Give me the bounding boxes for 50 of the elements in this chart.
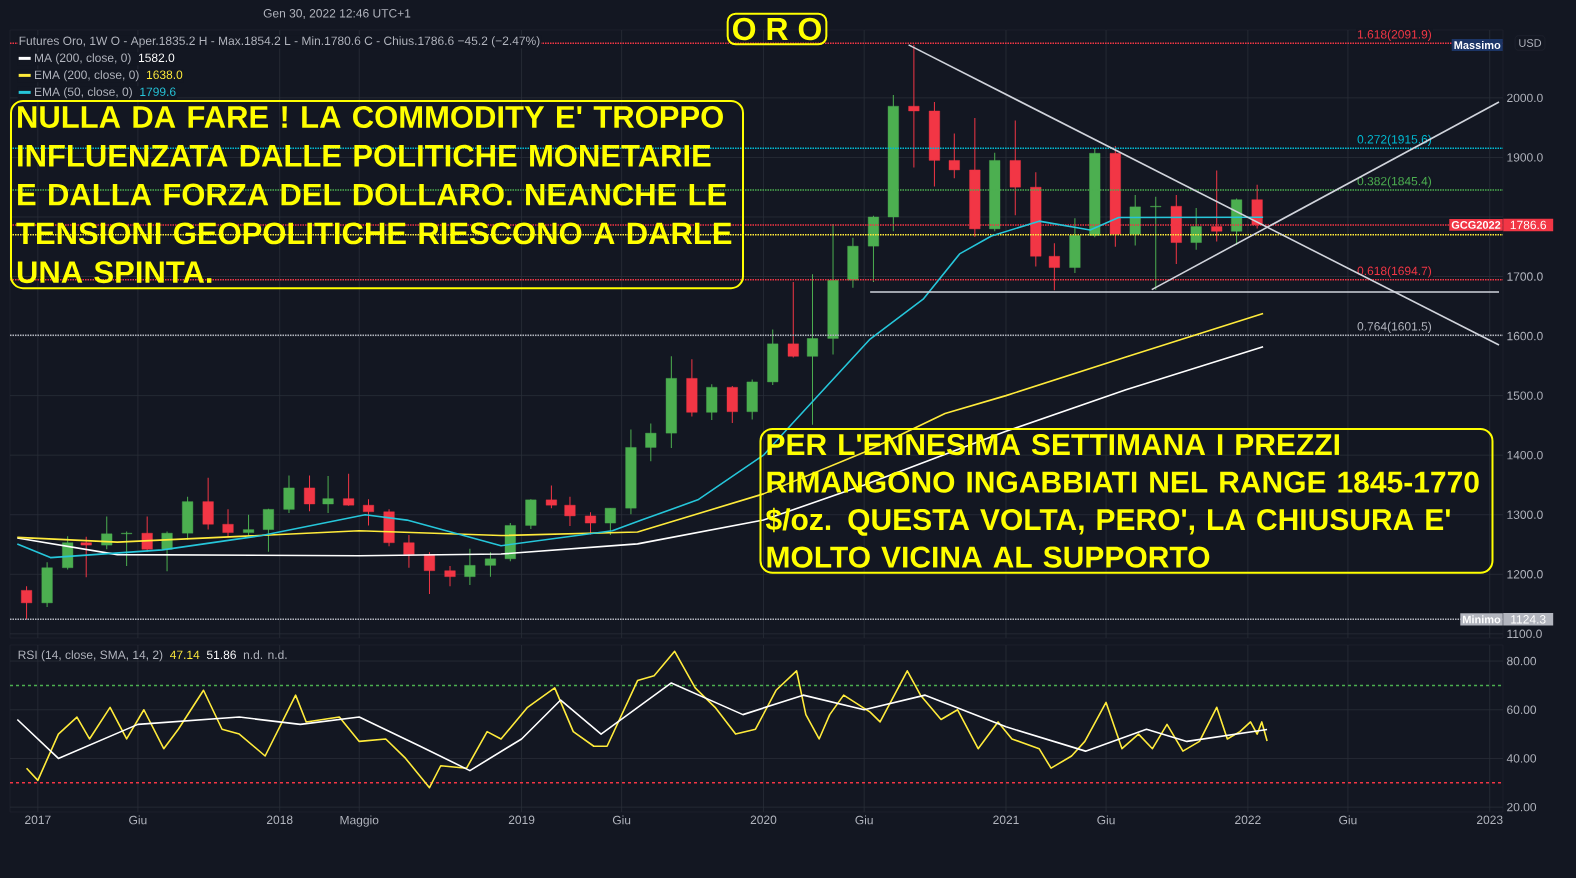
y-tick-label: 1700.0 <box>1507 272 1543 281</box>
x-tick-label: 2021 <box>993 815 1019 825</box>
y-tick-label: 60.00 <box>1507 705 1537 714</box>
y-tick-label: 40.00 <box>1506 754 1537 763</box>
y-tick-label: 1500.0 <box>1507 391 1543 400</box>
text: 1786.6 <box>1510 220 1547 230</box>
y-tick-label: 1300.0 <box>1507 510 1543 519</box>
ref-line-label: 0.618(1694.7) <box>1357 266 1432 278</box>
x-tick-label: 2023 <box>1476 815 1503 825</box>
annotation: NULLA DA FARE ! LA COMMODITY E' TROPPO INFLUENZATA DALLE POLITICHE MONETARIE E DALLA FORZA DEL DOLLARO. NEANCHE LE TENSIONI GEOPOLITICHE RIESCONO A DARLE UNA SPINTA. <box>16 105 732 284</box>
ref-line-label: 1.618(2091.9) <box>1357 29 1432 41</box>
x-tick-label: Maggio <box>340 815 379 827</box>
annotation: Futures Oro, 1W O - Aper.1835.2 H - Max.1854.2 L - Min.1780.6 C - Chius.1786.6 −45.2 (−2.47%) <box>19 36 540 48</box>
x-tick-label: Giu <box>855 815 873 825</box>
x-tick-label: 2022 <box>1235 815 1261 825</box>
ref-line-label: 0.764(1601.5) <box>1357 321 1432 333</box>
y-tick-label: 1900.0 <box>1507 153 1543 162</box>
annotation: n.d. n.d. <box>243 650 287 659</box>
y-tick-label: 1400.0 <box>1507 450 1543 460</box>
y-tick-label: 1100.0 <box>1507 629 1542 639</box>
ref-line-label: GCG2022 <box>1451 221 1501 229</box>
y-tick-label: 80.00 <box>1507 656 1537 666</box>
x-tick-label: Giu <box>1097 815 1115 825</box>
x-tick-label: Giu <box>1339 815 1357 825</box>
ref-line-label: Minimo <box>1463 615 1501 624</box>
x-tick-label: 2019 <box>508 815 535 825</box>
chart-title: RSI (14, close, SMA, 14, 2) <box>18 650 163 662</box>
text: 1124.3 <box>1511 615 1546 624</box>
legend-label: EMA (50, close, 0) <box>35 87 132 99</box>
annotation: 47.14 <box>170 650 200 659</box>
y-tick-label: 1200.0 <box>1507 570 1543 579</box>
y-tick-label: 1600.0 <box>1507 331 1543 341</box>
y-tick-label: 20.00 <box>1507 802 1537 812</box>
chart-title: O R O <box>732 17 821 41</box>
x-tick-label: 2020 <box>750 815 777 825</box>
annotation: 1582.0 <box>138 53 175 62</box>
ref-line-label: 0.382(1845.4) <box>1357 176 1432 188</box>
annotation: 1638.0 <box>146 70 183 79</box>
annotation: 1799.6 <box>140 87 176 96</box>
annotation: Massimo <box>1454 40 1501 50</box>
x-tick-label: 2017 <box>25 815 51 825</box>
x-tick-label: Giu <box>129 815 147 825</box>
x-tick-label: Giu <box>612 815 631 825</box>
legend-label: EMA (200, close, 0) <box>35 70 139 82</box>
y-tick-label: 2000.0 <box>1507 93 1543 103</box>
x-tick-label: 2018 <box>266 815 293 825</box>
text: Gen 30, 2022 12:46 UTC+1 <box>263 9 411 19</box>
legend-label: MA (200, close, 0) <box>35 53 131 65</box>
y-axis-title: USD <box>1519 39 1542 47</box>
annotation: 51.86 <box>206 650 236 659</box>
